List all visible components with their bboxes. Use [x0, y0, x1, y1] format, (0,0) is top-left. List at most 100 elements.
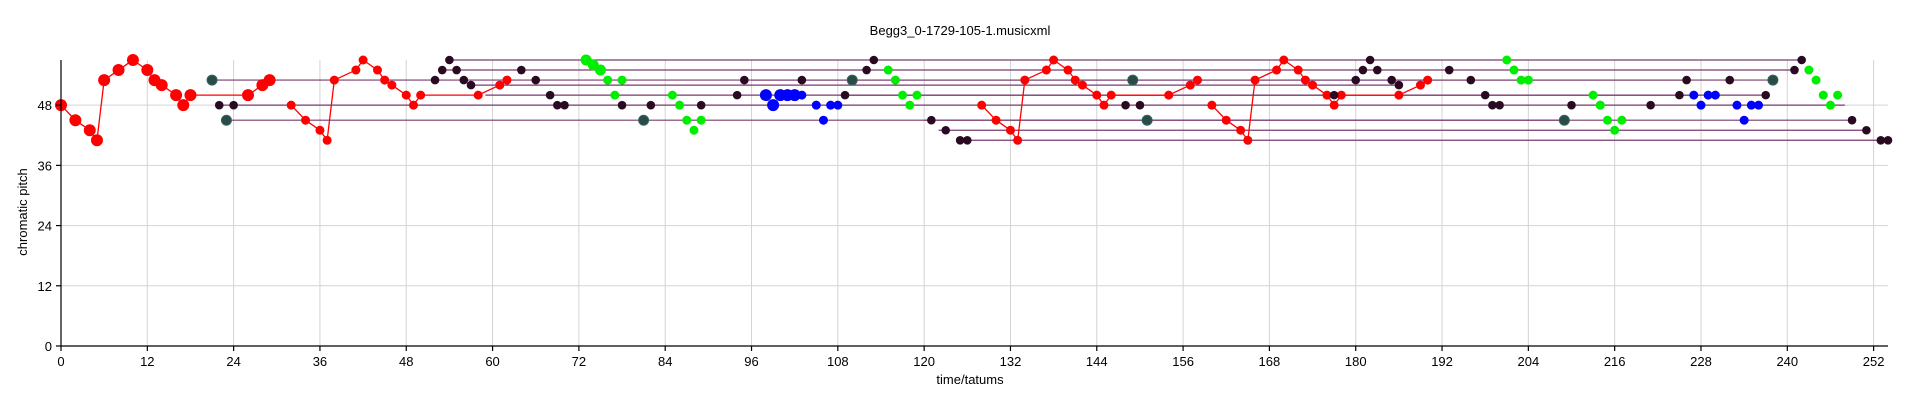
red-note-point	[1423, 75, 1433, 85]
y-tick-labels: 0 12 24 36 48	[38, 98, 52, 354]
dark-note-point	[1121, 100, 1130, 110]
dark-note-point	[963, 135, 972, 145]
red-note-point	[1164, 90, 1174, 100]
chart-title: Begg3_0-1729-105-1.musicxml	[870, 23, 1051, 38]
y-tick-label: 36	[38, 158, 52, 173]
dark-note-point	[732, 90, 742, 100]
y-tick-label: 0	[45, 339, 52, 354]
x-tick-label: 144	[1086, 354, 1108, 369]
dark-note-point	[531, 75, 541, 85]
dark-note-point	[1790, 65, 1799, 75]
dark-note-point	[869, 55, 879, 65]
dark-note-point	[445, 55, 454, 65]
red-note-point	[1020, 75, 1030, 85]
dark-note-point	[466, 80, 476, 90]
dark-note-point	[1444, 65, 1454, 75]
red-note-point	[977, 100, 987, 110]
red-note-point	[1308, 80, 1318, 90]
green-note-point	[1811, 75, 1821, 85]
dark-note-point	[430, 75, 440, 85]
dark-note-point	[560, 100, 569, 110]
x-tick-label: 192	[1431, 354, 1453, 369]
blue-note-point	[826, 100, 836, 110]
dark-note-point	[1682, 75, 1691, 85]
dark-note-point	[214, 100, 224, 110]
red-note-point	[1192, 75, 1202, 85]
dark-note-point	[1135, 100, 1145, 110]
red-note-point	[1415, 80, 1425, 90]
red-note-point	[155, 79, 168, 92]
green-note-point	[912, 90, 922, 100]
red-note-point	[1221, 115, 1231, 125]
green-note-point	[898, 90, 908, 100]
red-note-point	[1041, 65, 1051, 75]
blue-note-point	[1689, 90, 1699, 100]
x-tick-label: 84	[658, 354, 672, 369]
dark-note-point	[941, 125, 951, 135]
red-note-point	[387, 80, 397, 90]
green-note-point	[675, 100, 685, 110]
blue-note-point	[1754, 100, 1764, 110]
x-tick-label: 12	[140, 354, 154, 369]
green-note-point	[1617, 115, 1627, 125]
dark-note-point	[1488, 100, 1497, 110]
grid	[60, 60, 1888, 347]
red-note-point	[170, 89, 183, 102]
x-tick-label: 228	[1690, 354, 1712, 369]
dark-note-point	[459, 75, 469, 85]
red-note-point	[372, 65, 382, 75]
data-points	[55, 54, 1893, 147]
dark-note-point	[617, 100, 627, 110]
dark-note-point	[1883, 135, 1893, 145]
red-note-point	[263, 74, 276, 87]
dark-note-point	[452, 65, 461, 75]
red-note-point	[1185, 80, 1195, 90]
x-tick-label: 156	[1172, 354, 1194, 369]
red-note-point	[1005, 125, 1015, 135]
dark-note-point	[1725, 75, 1735, 85]
x-tick-label: 204	[1518, 354, 1540, 369]
red-note-point	[126, 54, 139, 66]
green-note-point	[667, 90, 677, 100]
green-note-point	[617, 75, 627, 85]
red-note-point	[112, 64, 125, 77]
red-melody-line	[1211, 59, 1429, 143]
blue-note-point	[1696, 100, 1706, 110]
dark-note-point	[1365, 55, 1375, 65]
dark-note-point	[646, 100, 656, 110]
dark-note-point	[517, 65, 526, 75]
red-note-point	[502, 75, 512, 85]
x-tick-label: 96	[744, 354, 758, 369]
dark-note-point	[927, 115, 936, 125]
x-tick-label: 252	[1863, 354, 1885, 369]
red-note-point	[69, 114, 82, 127]
red-note-point	[351, 65, 361, 75]
dark-note-point	[1646, 100, 1655, 110]
red-note-point	[177, 99, 190, 112]
y-tick-label: 12	[38, 279, 52, 294]
x-tick-label: 24	[226, 354, 240, 369]
dark-note-point	[1567, 100, 1576, 110]
blue-note-point	[811, 100, 821, 110]
green-note-point	[689, 125, 699, 135]
blue-note-point	[1710, 90, 1720, 100]
dark-note-point	[1329, 90, 1339, 100]
red-note-point	[286, 100, 296, 110]
red-note-point	[991, 115, 1001, 125]
y-tick-label: 48	[38, 98, 52, 113]
dark-note-point	[1351, 75, 1361, 85]
dark-note-point	[1466, 75, 1476, 85]
dark-note-point	[1495, 100, 1504, 110]
red-note-point	[83, 124, 96, 137]
x-tick-label: 120	[913, 354, 935, 369]
red-note-point	[301, 115, 311, 125]
dark-note-point	[740, 75, 749, 85]
x-tick-label: 48	[399, 354, 413, 369]
x-tick-label: 108	[827, 354, 849, 369]
green-note-point	[1833, 90, 1843, 100]
x-tick-labels: 0 12 24 36 48 60 72 84 96 108 120 132 144 156 168 180 19…	[57, 354, 1884, 369]
x-tick-label: 0	[57, 354, 64, 369]
red-note-point	[1092, 90, 1102, 100]
dark-note-point	[1675, 90, 1684, 100]
green-note-point	[883, 65, 893, 75]
